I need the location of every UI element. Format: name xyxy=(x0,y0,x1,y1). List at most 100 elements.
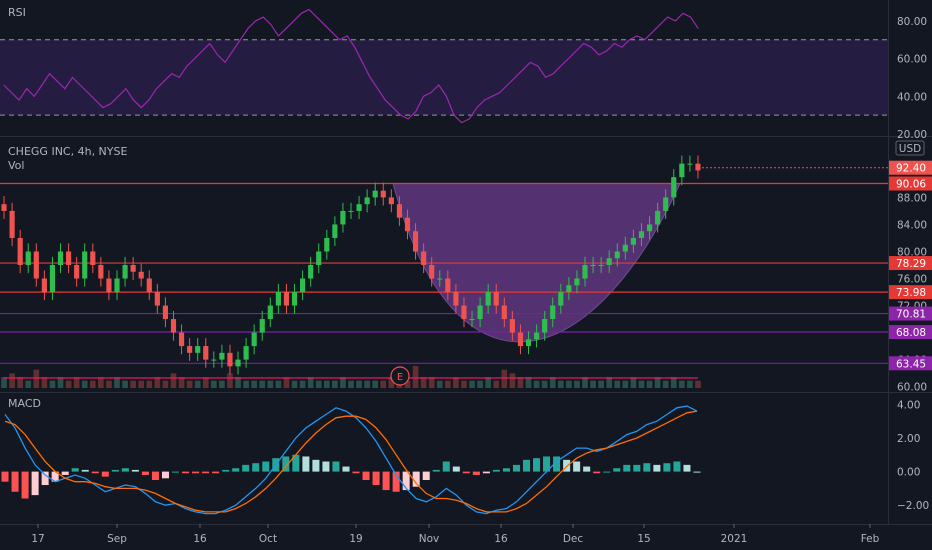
rsi-tick-label: 40.00 xyxy=(897,91,927,103)
macd-histogram-bar xyxy=(533,458,541,472)
volume-bar xyxy=(227,373,233,388)
candle-body xyxy=(25,251,31,265)
macd-histogram-bar xyxy=(613,468,621,472)
candle-body xyxy=(404,217,411,232)
volume-bar xyxy=(41,377,48,388)
time-axis[interactable]: 17 Sep 16 Oct 19 Nov 16 Dec 15 2021 Feb xyxy=(31,524,880,545)
macd-tick-label: 2.00 xyxy=(897,433,920,445)
price-axis[interactable]: 20.0040.0060.0080.0060.0064.0068.0072.00… xyxy=(889,16,932,512)
time-tick-label: 17 xyxy=(31,533,44,545)
symbol-label: CHEGG INC, 4h, NYSE xyxy=(8,145,127,158)
level-tag: 90.06 xyxy=(896,179,926,191)
macd-histogram-bar xyxy=(522,459,531,472)
volume-bar xyxy=(557,380,564,388)
candle-body xyxy=(146,278,152,293)
level-tag-bg xyxy=(889,256,932,271)
candle-body xyxy=(671,177,677,198)
price-tick-label: 84.00 xyxy=(897,219,927,231)
candle-body xyxy=(550,305,556,320)
candle-body xyxy=(388,197,394,205)
volume-bar xyxy=(323,380,330,388)
volume-bar xyxy=(291,380,298,388)
candle-body xyxy=(41,278,47,293)
volume-bar xyxy=(243,380,249,388)
macd-histogram-bar xyxy=(693,471,701,473)
candle-body xyxy=(412,231,419,252)
time-tick-label: Feb xyxy=(861,533,880,545)
volume-bar xyxy=(388,377,395,388)
candle-body xyxy=(106,278,112,293)
volume-bar xyxy=(477,380,483,388)
candle-body xyxy=(227,352,233,367)
volume-bar xyxy=(89,380,96,388)
macd-histogram-bar xyxy=(482,471,490,474)
macd-histogram-bar xyxy=(232,468,240,472)
volume-bar xyxy=(412,366,419,388)
macd-histogram-bar xyxy=(603,471,611,473)
macd-histogram-bar xyxy=(101,471,109,477)
candle-body xyxy=(154,292,160,306)
volume-bar xyxy=(469,380,475,388)
macd-histogram-bar xyxy=(342,466,350,472)
macd-histogram-bar xyxy=(502,468,510,472)
volume-bar xyxy=(679,380,685,388)
candle-body xyxy=(356,204,362,211)
candle-body xyxy=(211,359,217,361)
macd-histogram-bar xyxy=(553,456,561,472)
price-panel xyxy=(0,155,888,388)
candle-body xyxy=(98,265,104,279)
candle-body xyxy=(308,265,314,279)
volume-bar xyxy=(646,380,653,388)
macd-histogram-bar xyxy=(212,471,220,474)
volume-bar xyxy=(493,380,500,388)
macd-histogram-bar xyxy=(131,469,139,472)
candle-body xyxy=(332,224,338,238)
macd-histogram-bar xyxy=(292,454,300,472)
candle-body xyxy=(178,332,185,347)
macd-histogram-bar xyxy=(352,471,360,474)
earnings-marker[interactable]: E xyxy=(390,366,410,386)
macd-histogram-bar xyxy=(11,471,19,492)
time-tick-label: 16 xyxy=(193,533,207,545)
volume-bar xyxy=(582,377,588,388)
level-tag-bg xyxy=(889,325,932,340)
macd-histogram-bar xyxy=(392,471,400,492)
volume-bar xyxy=(662,380,669,388)
volume-bar xyxy=(138,380,145,388)
volume-bar xyxy=(348,380,354,388)
macd-histogram-bar xyxy=(21,471,29,499)
candle-body xyxy=(324,237,330,252)
volume-bar xyxy=(501,369,508,388)
candle-body xyxy=(1,204,7,211)
level-tag: 73.98 xyxy=(896,287,926,299)
candle-body xyxy=(74,265,80,279)
volume-bar xyxy=(114,377,120,388)
candle-body xyxy=(582,265,588,279)
currency-button[interactable]: USD xyxy=(895,140,925,156)
macd-histogram-bar xyxy=(543,456,551,472)
time-tick-label: 19 xyxy=(349,533,362,545)
earnings-marker-label: E xyxy=(397,372,403,383)
candle-body xyxy=(162,305,168,320)
price-tick-label: 60.00 xyxy=(897,382,927,394)
volume-bar xyxy=(9,373,15,388)
macd-histogram-bar xyxy=(643,463,651,472)
candle-body xyxy=(138,271,144,279)
volume-bar xyxy=(590,380,596,388)
candle-body xyxy=(114,278,120,293)
candle-body xyxy=(534,332,540,340)
macd-histogram-bar xyxy=(141,471,149,475)
volume-bar xyxy=(445,380,451,388)
candle-body xyxy=(130,265,136,272)
macd-tick-label: 0.00 xyxy=(897,467,920,479)
macd-histogram-bar xyxy=(412,471,420,487)
macd-histogram-bar xyxy=(81,469,89,472)
candle-body xyxy=(90,251,96,265)
candle-body xyxy=(622,244,628,252)
candle-body xyxy=(33,251,39,279)
volume-bar xyxy=(638,380,645,388)
volume-bar xyxy=(622,380,629,388)
price-tick-label: 76.00 xyxy=(897,274,927,286)
macd-histogram-bar xyxy=(512,464,520,472)
